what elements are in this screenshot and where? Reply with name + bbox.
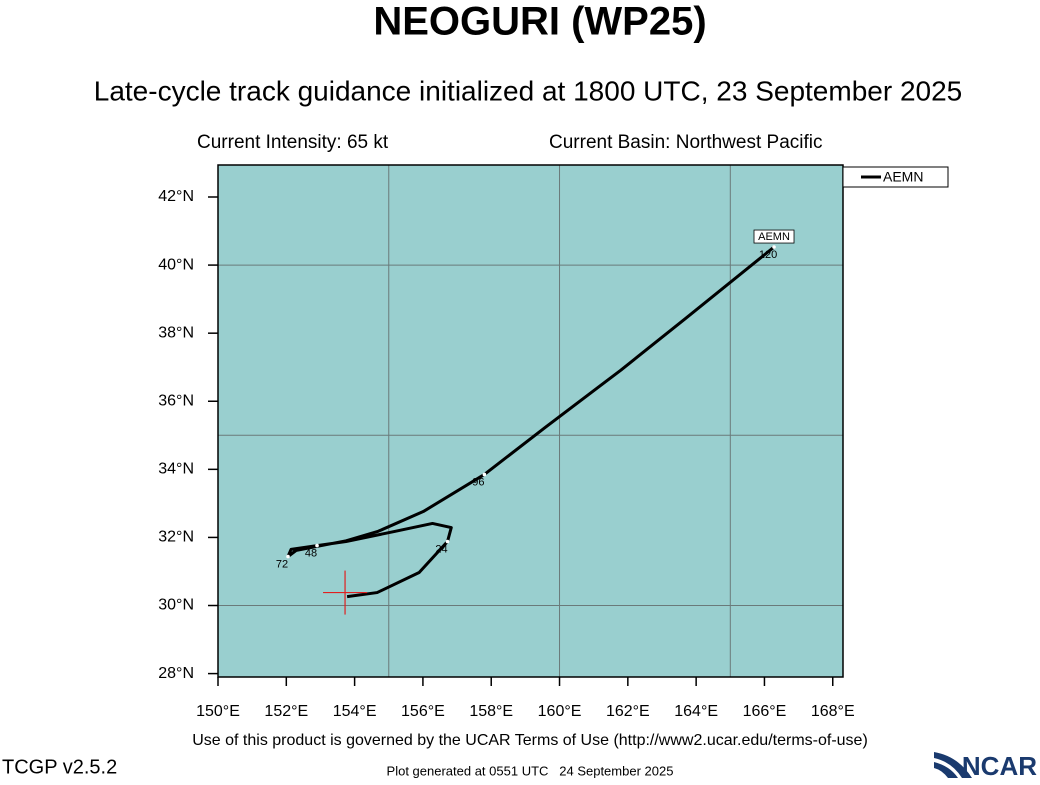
legend-box	[842, 166, 949, 188]
lead-point	[315, 543, 319, 548]
y-tick-label: 36°N	[158, 392, 194, 409]
current-basin: Current Basin: Northwest Pacific	[549, 132, 823, 153]
x-tick-label: 166°E	[743, 703, 787, 720]
lead-label: 48	[305, 548, 317, 560]
y-tick-label: 30°N	[158, 597, 194, 614]
version: TCGP v2.5.2	[2, 756, 117, 778]
track-line	[286, 245, 775, 599]
logo-swoosh	[934, 752, 972, 778]
y-tick-label: 28°N	[158, 665, 194, 682]
x-tick-label: 152°E	[264, 703, 308, 720]
lead-point	[286, 554, 290, 559]
y-tick-label: 42°N	[158, 188, 194, 205]
x-tick-label: 154°E	[333, 703, 377, 720]
chart-subtitle: Late-cycle track guidance initialized at…	[94, 75, 963, 106]
generated-time: Plot generated at 0551 UTC 24 September …	[387, 763, 674, 778]
lead-label: 120	[759, 249, 777, 261]
ncar-logo: NCAR	[934, 751, 1037, 781]
lead-label: 24	[435, 543, 447, 555]
plot-frame	[217, 164, 844, 678]
x-tick-label: 164°E	[674, 703, 718, 720]
lead-point	[772, 245, 776, 249]
lead-label: 96	[472, 476, 484, 488]
logo-text: NCAR	[962, 751, 1037, 780]
chart-title: NEOGURI (WP25)	[373, 0, 706, 44]
x-tick-label: 158°E	[469, 703, 513, 720]
lead-label: 72	[276, 558, 288, 570]
legend-label: AEMN	[883, 169, 923, 185]
x-tick-label: 156°E	[401, 703, 445, 720]
y-tick-label: 38°N	[158, 324, 194, 341]
lead-point	[482, 472, 487, 477]
plot-area	[218, 165, 843, 677]
x-tick-label: 162°E	[606, 703, 650, 720]
lead-point	[445, 539, 450, 544]
y-tick-label: 40°N	[158, 256, 194, 273]
end-label: AEMN	[758, 231, 790, 243]
y-tick-label: 34°N	[158, 461, 194, 478]
y-tick-label: 32°N	[158, 529, 194, 546]
end-label-box	[753, 229, 795, 244]
terms-of-use: Use of this product is governed by the U…	[192, 732, 868, 749]
current-intensity: Current Intensity: 65 kt	[197, 132, 389, 153]
x-tick-label: 150°E	[196, 703, 240, 720]
x-tick-label: 160°E	[538, 703, 582, 720]
x-tick-label: 168°E	[811, 703, 855, 720]
